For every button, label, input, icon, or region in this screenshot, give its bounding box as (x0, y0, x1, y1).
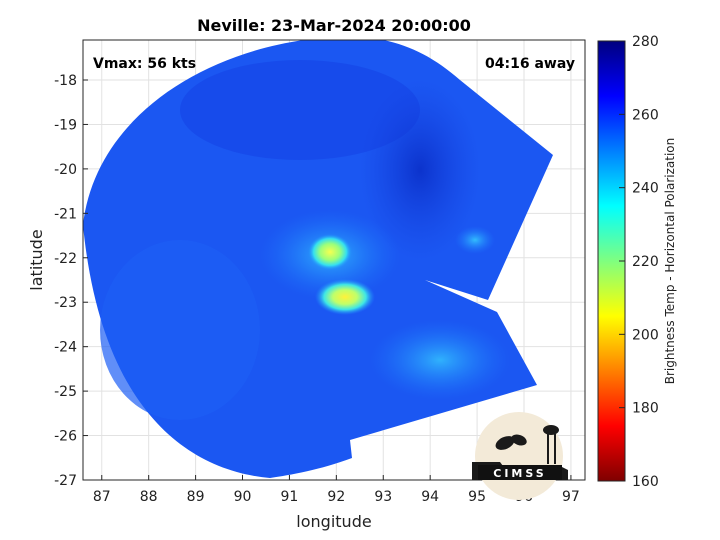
y-tick-label: -20 (54, 162, 77, 178)
y-axis-label: latitude (27, 229, 46, 290)
cimss-logo: CIMSS (472, 412, 568, 500)
colorbar-tick-label: 260 (632, 107, 659, 123)
y-tick-label: -19 (54, 117, 77, 133)
logo-dish (511, 434, 527, 446)
y-tick-label: -21 (54, 206, 77, 222)
x-tick-label: 94 (421, 489, 439, 505)
chart-title: Neville: 23-Mar-2024 20:00:00 (197, 16, 471, 35)
x-tick-label: 93 (374, 489, 392, 505)
vmax-annotation: Vmax: 56 kts (93, 56, 196, 72)
logo-tower-leg (554, 434, 556, 464)
colorbar-ticks: 160 180 200 220 240 260 280 (619, 34, 659, 490)
swath-band (360, 80, 480, 260)
x-axis-label: longitude (296, 512, 371, 531)
y-tick-label: -24 (54, 340, 77, 356)
logo-banner (478, 465, 562, 480)
y-axis-ticks: -18 -19 -20 -21 -22 -23 -24 -25 -26 -27 (54, 73, 88, 489)
swath-band (180, 60, 420, 160)
eyewall-band (308, 234, 352, 270)
y-tick-label: -18 (54, 73, 77, 89)
swath-band (370, 320, 510, 400)
y-tick-label: -27 (54, 473, 77, 489)
logo-tower-tank (543, 425, 559, 435)
x-tick-label: 97 (562, 489, 580, 505)
colorbar-tick-label: 180 (632, 401, 659, 417)
x-tick-label: 91 (281, 489, 299, 505)
y-tick-label: -26 (54, 429, 77, 445)
y-tick-label: -23 (54, 295, 77, 311)
x-tick-label: 88 (140, 489, 158, 505)
x-tick-label: 87 (93, 489, 111, 505)
x-tick-label: 90 (234, 489, 252, 505)
swath-band (455, 226, 495, 254)
logo-dish (495, 436, 515, 450)
logo-text: CIMSS (493, 467, 546, 480)
y-tick-label: -22 (54, 251, 77, 267)
colorbar-tick-label: 160 (632, 474, 659, 490)
x-axis-ticks: 8788899091929394959697 (93, 475, 580, 505)
swath-band (100, 240, 260, 420)
colorbar: 160 180 200 220 240 260 280 Brightness Temp - … (597, 34, 677, 490)
microwave-swath (83, 40, 553, 478)
x-tick-label: 92 (327, 489, 345, 505)
eyewall-band (315, 279, 375, 315)
x-tick-label: 95 (468, 489, 486, 505)
x-tick-label: 89 (187, 489, 205, 505)
colorbar-tick-label: 200 (632, 327, 659, 343)
colorbar-tick-label: 220 (632, 254, 659, 270)
y-tick-label: -25 (54, 384, 77, 400)
colorbar-tick-label: 240 (632, 181, 659, 197)
colorbar-tick-label: 280 (632, 34, 659, 50)
colorbar-label: Brightness Temp - Horizontal Polarizatio… (663, 138, 677, 385)
logo-tower-leg (547, 434, 549, 464)
time-away-annotation: 04:16 away (485, 56, 575, 72)
axes-frame (82, 39, 586, 481)
